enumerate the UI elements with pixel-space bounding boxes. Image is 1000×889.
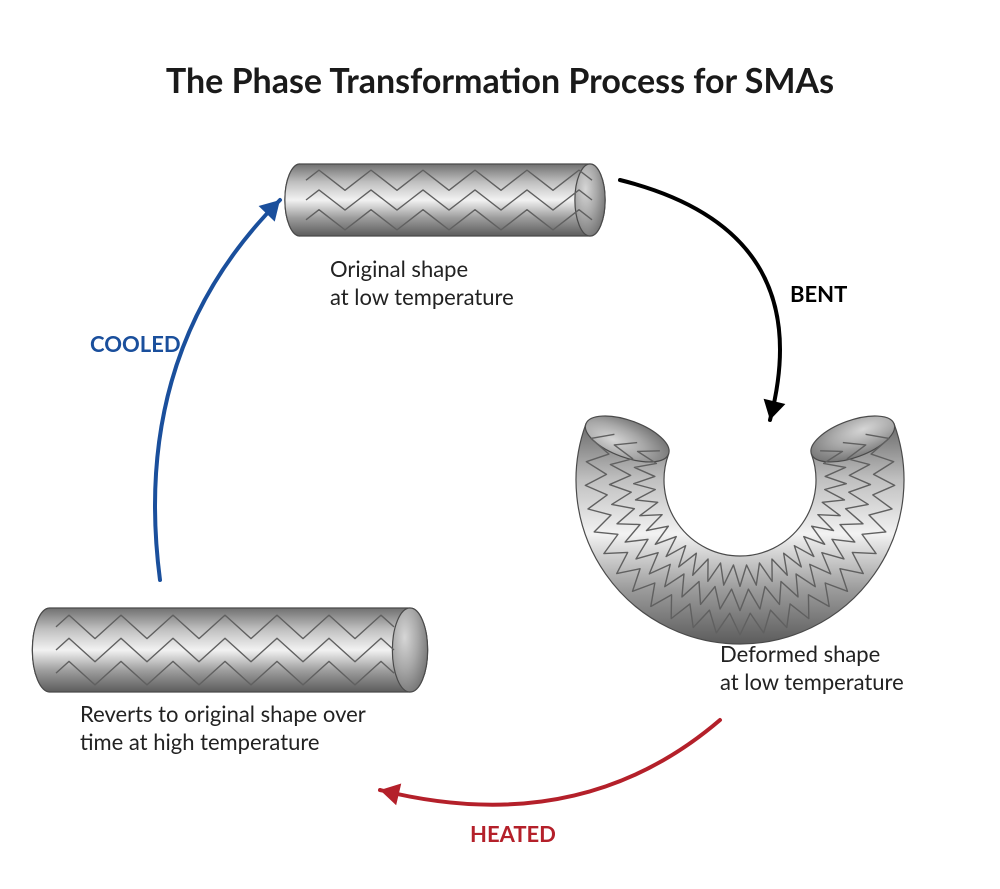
caption-line: Deformed shape — [720, 640, 880, 667]
diagram-canvas: The Phase Transformation Process for SMA… — [0, 0, 1000, 889]
arrow-label-heated: HEATED — [470, 820, 556, 847]
caption-line: at low temperature — [720, 668, 904, 695]
caption-original-shape: Original shape at low temperature — [330, 255, 514, 310]
arrow-label-bent: BENT — [790, 280, 847, 307]
caption-line: time at high temperature — [80, 728, 320, 755]
caption-line: Reverts to original shape over — [80, 700, 366, 727]
caption-deformed-shape: Deformed shape at low temperature — [720, 640, 904, 695]
caption-line: at low temperature — [330, 283, 514, 310]
caption-reverts-shape: Reverts to original shape over time at h… — [80, 700, 366, 755]
caption-line: Original shape — [330, 255, 468, 282]
arrow-label-cooled: COOLED — [90, 330, 181, 357]
diagram-svg — [0, 0, 1000, 889]
